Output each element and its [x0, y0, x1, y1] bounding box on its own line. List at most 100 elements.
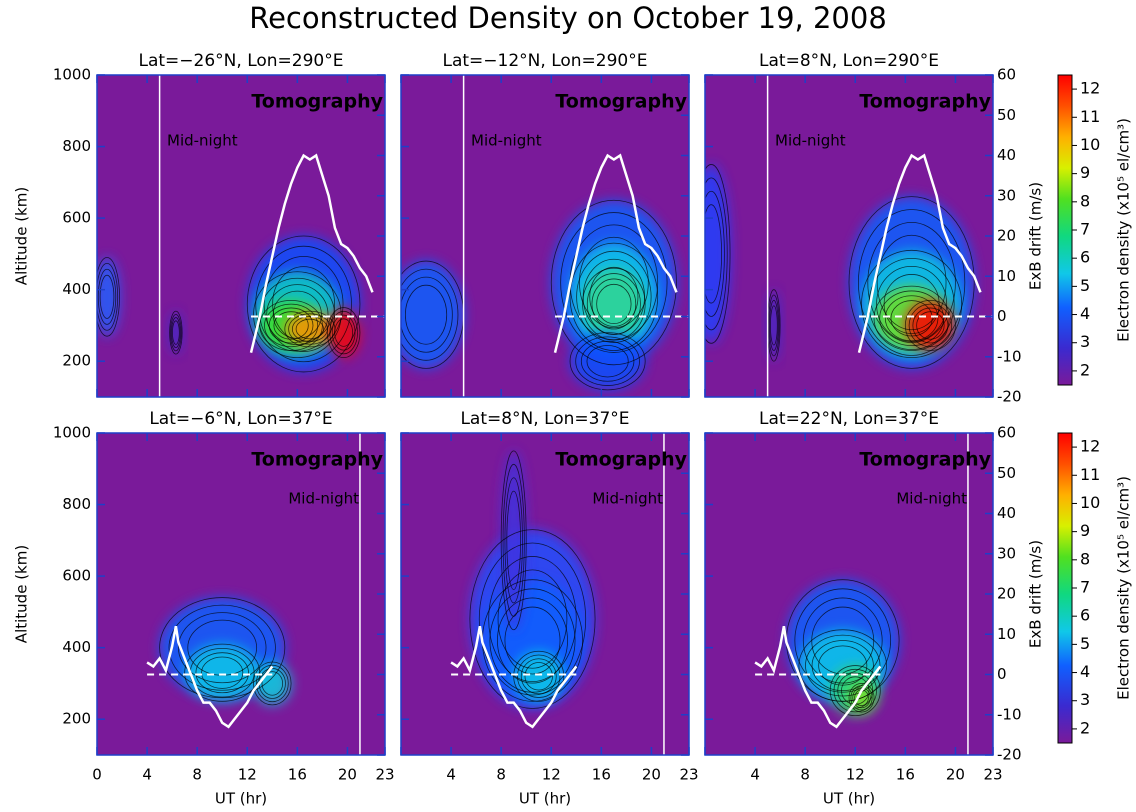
y2-tick-label: 30 — [997, 186, 1016, 204]
colorbar — [1057, 74, 1073, 386]
x-tick-label: 8 — [192, 766, 202, 784]
x-tick-label: 8 — [800, 766, 810, 784]
contour-line — [596, 283, 632, 325]
contour-line — [829, 665, 881, 717]
contour-line — [404, 284, 448, 345]
x-tick-label: 12 — [542, 766, 561, 784]
contour-line — [848, 196, 975, 369]
plot-area — [97, 433, 385, 755]
figure-title: Reconstructed Density on October 19, 200… — [249, 1, 887, 35]
drift-line — [249, 153, 374, 354]
colorbar-tick-label: 12 — [1080, 79, 1100, 98]
drift-line — [450, 625, 578, 729]
contour-line — [261, 671, 284, 696]
panel: Tomography Mid-night Lat=22°N, Lon=37°E 4 8 1… — [704, 409, 1045, 808]
contour-line — [253, 271, 342, 359]
colorbar-tick-label: 3 — [1080, 332, 1090, 351]
annotation: Tomography — [859, 449, 991, 471]
x-tick-label: 16 — [288, 766, 307, 784]
contour-line — [500, 450, 527, 631]
x-tick-label: 12 — [846, 766, 865, 784]
y2-tick-label: -10 — [997, 705, 1022, 723]
contour-line — [560, 212, 668, 353]
contour-line — [506, 490, 521, 590]
y-tick-label: 400 — [62, 638, 91, 656]
colorbar-tick-label: 7 — [1080, 578, 1090, 597]
annotation: Mid-night — [592, 490, 663, 508]
contour-line — [497, 597, 568, 684]
x-tick-label: 23 — [983, 766, 1002, 784]
colorbar-tick-label: 4 — [1080, 304, 1090, 323]
annotation: Tomography — [859, 91, 991, 113]
annotation: Mid-night — [775, 132, 846, 150]
contour-line — [884, 295, 939, 342]
annotation: Mid-night — [288, 490, 359, 508]
y-tick-label: 800 — [62, 495, 91, 513]
plot-area — [705, 433, 993, 755]
contour-line — [99, 274, 115, 319]
x-tick-label: 23 — [375, 766, 394, 784]
colorbar-tick-label: 4 — [1080, 662, 1090, 681]
x-axis-label: UT (hr) — [823, 790, 875, 808]
y2-axis-label: ExB drift (m/s) — [1027, 182, 1045, 290]
panel-title: Lat=−12°N, Lon=290°E — [443, 51, 648, 71]
contour-line — [273, 311, 309, 340]
density-field — [705, 164, 731, 344]
y-tick-label: 400 — [62, 280, 91, 298]
y2-tick-label: 50 — [997, 464, 1016, 482]
y2-tick-label: -20 — [997, 746, 1022, 764]
contour-line — [268, 307, 314, 344]
contour-line — [326, 307, 361, 359]
y2-tick-label: 0 — [997, 665, 1007, 683]
x-tick-label: 12 — [238, 766, 257, 784]
contour-line — [582, 267, 646, 341]
y2-tick-label: 40 — [997, 146, 1016, 164]
contour-line — [580, 340, 635, 382]
colorbar-tick-label: 8 — [1080, 549, 1090, 568]
x-tick-label: 20 — [946, 766, 965, 784]
y-axis-label: Altitude (km) — [13, 187, 31, 285]
colorbar-tick-label: 7 — [1080, 220, 1090, 239]
contour-line — [705, 204, 722, 304]
x-tick-label: 20 — [338, 766, 357, 784]
contour-line — [253, 661, 292, 706]
contour-line — [833, 668, 877, 713]
contour-line — [768, 294, 780, 357]
contour-line — [579, 236, 649, 329]
contour-line — [879, 290, 944, 347]
contour-line — [97, 257, 120, 337]
y2-axis-label: ExB drift (m/s) — [1027, 540, 1045, 648]
annotation: Tomography — [555, 449, 687, 471]
contour-line — [876, 234, 947, 331]
x-tick-label: 16 — [896, 766, 915, 784]
y2-tick-label: 60 — [997, 66, 1016, 84]
contour-line — [850, 685, 873, 711]
x-axis-label: UT (hr) — [519, 790, 571, 808]
annotation: Tomography — [555, 91, 687, 113]
colorbar-tick-label: 3 — [1080, 690, 1090, 709]
plot-area — [705, 75, 993, 397]
panel-title: Lat=−26°N, Lon=290°E — [139, 51, 344, 71]
annotation: Tomography — [251, 91, 383, 113]
contour-line — [504, 477, 523, 604]
contour-line — [517, 654, 561, 698]
y2-tick-label: 10 — [997, 625, 1016, 643]
contour-line — [520, 658, 557, 695]
contour-line — [591, 278, 637, 330]
contour-line — [811, 640, 874, 691]
y2-tick-label: 0 — [997, 307, 1007, 325]
contour-line — [97, 268, 117, 325]
annotation: Mid-night — [896, 490, 967, 508]
panel: Tomography Mid-night Lat=−12°N, Lon=290°E — [400, 51, 690, 398]
colorbar-tick-label: 5 — [1080, 276, 1090, 295]
x-tick-label: 4 — [750, 766, 760, 784]
contour-line — [705, 164, 731, 344]
y2-tick-label: 20 — [997, 585, 1016, 603]
colorbar-tick-label: 6 — [1080, 248, 1090, 267]
contour-line — [170, 313, 182, 352]
y-tick-label: 800 — [62, 137, 91, 155]
panel: Tomography Mid-night Lat=−6°N, Lon=37°E 0 4 8… — [13, 409, 395, 808]
contour-line — [802, 597, 883, 684]
colorbar — [1057, 432, 1073, 744]
colorbar-tick-label: 2 — [1080, 360, 1090, 379]
